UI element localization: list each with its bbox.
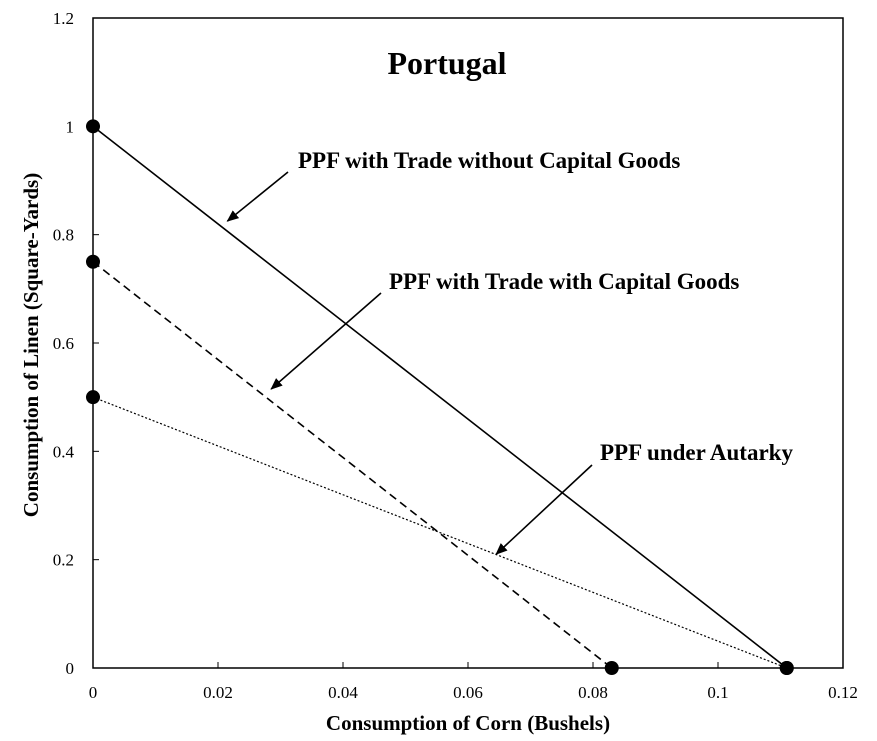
x-axis-title: Consumption of Corn (Bushels) — [326, 711, 610, 735]
series-lines — [92, 125, 788, 669]
annotations: PPF with Trade without Capital Goods PPF … — [226, 148, 793, 555]
y-tick-label: 1.2 — [53, 9, 74, 28]
x-tick-label: 0.02 — [203, 683, 233, 702]
data-point — [86, 390, 100, 405]
x-tick-label: 0.04 — [328, 683, 358, 702]
series-line-1 — [92, 125, 788, 669]
chart-title: Portugal — [387, 45, 506, 81]
series-points — [86, 119, 794, 675]
annotation-arrow — [226, 171, 289, 222]
x-axis-ticks: 0 0.02 0.04 0.06 0.08 0.1 0.12 — [89, 662, 858, 702]
annotation-label: PPF with Trade without Capital Goods — [298, 148, 680, 173]
x-tick-label: 0.06 — [453, 683, 483, 702]
x-tick-label: 0.12 — [828, 683, 858, 702]
annotation-arrow — [270, 292, 382, 390]
x-tick-label: 0.08 — [578, 683, 608, 702]
y-tick-label: 0.2 — [53, 551, 74, 570]
x-tick-label: 0.1 — [707, 683, 728, 702]
y-tick-label: 0.6 — [53, 334, 74, 353]
y-tick-label: 0.4 — [53, 442, 75, 461]
y-axis-title: Consumption of Linen (Square-Yards) — [19, 173, 43, 517]
series-line-3 — [92, 396, 787, 669]
y-tick-label: 0 — [66, 659, 75, 678]
y-tick-label: 0.8 — [53, 226, 74, 245]
annotation-label: PPF under Autarky — [600, 440, 793, 465]
plot-frame — [92, 17, 844, 669]
annotation-arrow — [495, 464, 593, 555]
y-axis-ticks: 0 0.2 0.4 0.6 0.8 1 1.2 — [53, 9, 99, 678]
annotation-label: PPF with Trade with Capital Goods — [389, 269, 739, 294]
data-point — [779, 661, 794, 675]
x-tick-label: 0 — [89, 683, 98, 702]
series-line-2 — [92, 261, 613, 669]
data-point — [604, 661, 619, 675]
data-point — [86, 119, 100, 134]
data-point — [86, 254, 100, 269]
y-tick-label: 1 — [66, 117, 75, 136]
